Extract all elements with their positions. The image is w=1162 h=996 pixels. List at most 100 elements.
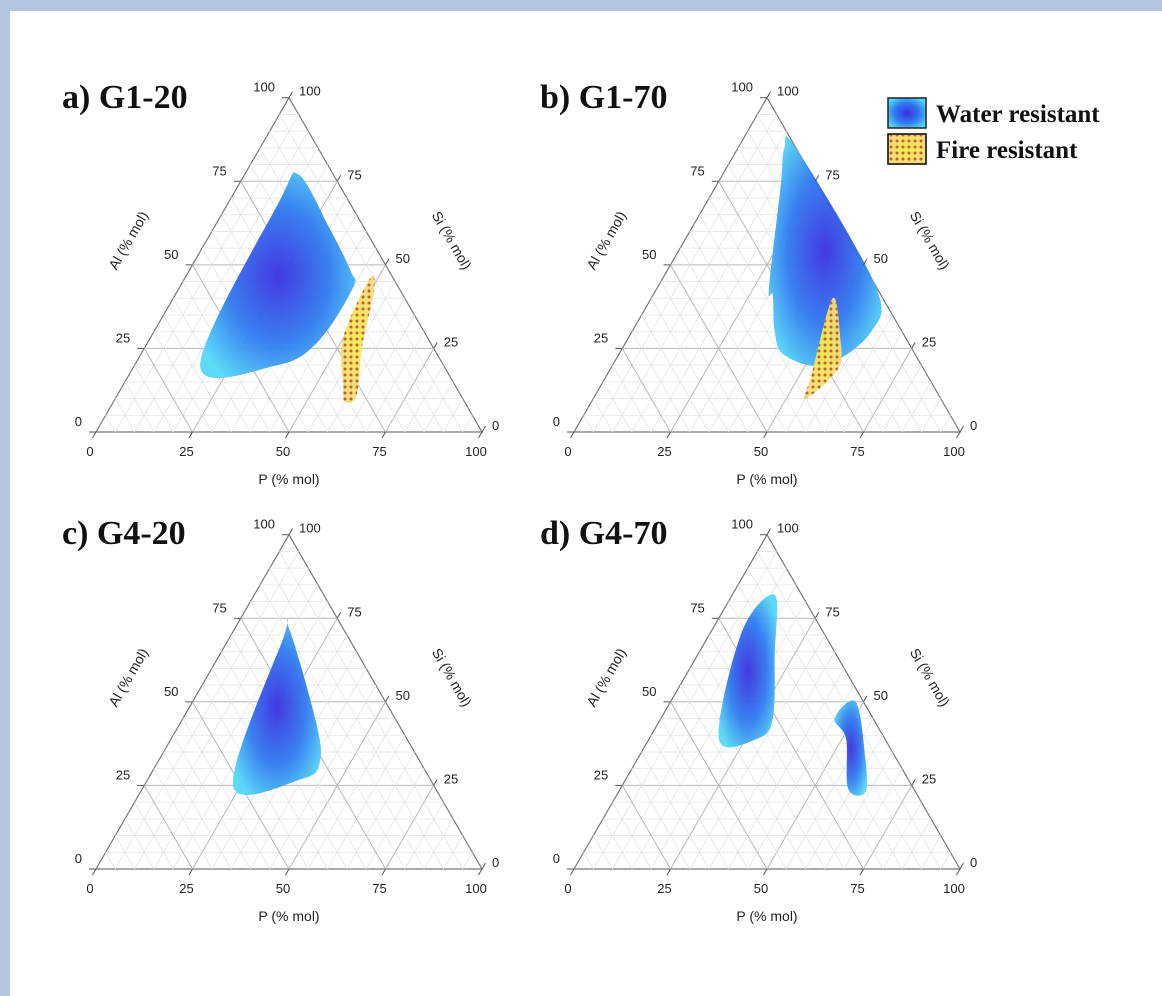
right-tick bbox=[766, 91, 771, 98]
right-tick bbox=[481, 862, 486, 870]
grid-line bbox=[346, 751, 415, 870]
right-tick-label: 50 bbox=[396, 688, 410, 703]
grid-line bbox=[163, 751, 232, 870]
bottom-tick bbox=[763, 431, 768, 439]
left-tick-label: 0 bbox=[75, 414, 82, 429]
grid-line bbox=[689, 668, 806, 870]
left-tick-label: 50 bbox=[164, 684, 178, 699]
grid-line bbox=[134, 364, 174, 433]
right-tick-label: 100 bbox=[777, 84, 799, 99]
bottom-tick bbox=[478, 868, 483, 876]
grid-line bbox=[602, 818, 633, 870]
left-tick-label: 75 bbox=[690, 163, 704, 178]
grid-line bbox=[307, 718, 396, 870]
right-tick bbox=[814, 611, 820, 619]
right-tick-label: 25 bbox=[922, 334, 936, 349]
grid-line bbox=[114, 835, 135, 870]
right-tick-label: 75 bbox=[825, 167, 839, 182]
grid-line bbox=[114, 114, 299, 433]
right-tick-label: 75 bbox=[347, 167, 361, 182]
panel-title: c) G4-20 bbox=[62, 515, 186, 552]
right-tick-label: 0 bbox=[492, 855, 499, 870]
left-tick-label: 50 bbox=[164, 247, 178, 262]
bottom-tick bbox=[666, 431, 671, 439]
bottom-tick-label: 100 bbox=[943, 881, 965, 896]
bottom-axis-title: P (% mol) bbox=[736, 471, 797, 487]
right-tick bbox=[911, 779, 916, 786]
right-tick-label: 50 bbox=[874, 688, 888, 703]
grid-line bbox=[462, 415, 473, 433]
grid-line bbox=[863, 348, 913, 433]
right-axis-title: Si (% mol) bbox=[429, 645, 475, 709]
bottom-tick bbox=[666, 868, 671, 876]
water-resistant-region bbox=[768, 136, 882, 367]
bottom-tick-label: 75 bbox=[850, 881, 864, 896]
bottom-tick-label: 25 bbox=[179, 881, 193, 896]
grid-line bbox=[172, 735, 251, 870]
left-tick-label: 75 bbox=[690, 600, 704, 615]
bottom-tick bbox=[859, 868, 864, 876]
right-tick-label: 75 bbox=[347, 604, 361, 619]
right-tick bbox=[336, 611, 342, 619]
right-tick-label: 0 bbox=[492, 418, 499, 433]
right-axis-title: Si (% mol) bbox=[429, 208, 475, 272]
grid-line bbox=[621, 348, 671, 433]
grid-line bbox=[824, 314, 893, 433]
grid-line bbox=[134, 801, 174, 870]
right-axis-title: Si (% mol) bbox=[907, 208, 953, 272]
right-tick-label: 75 bbox=[825, 604, 839, 619]
left-axis-title: Al (% mol) bbox=[583, 645, 629, 709]
grid-line bbox=[631, 147, 797, 433]
bottom-axis-title: P (% mol) bbox=[258, 471, 319, 487]
right-tick bbox=[288, 528, 293, 535]
right-tick bbox=[863, 258, 868, 266]
left-axis-title: Al (% mol) bbox=[105, 645, 151, 709]
right-tick-label: 0 bbox=[970, 418, 977, 433]
legend-label-fire: Fire resistant bbox=[936, 137, 1078, 164]
bottom-tick bbox=[859, 431, 864, 439]
legend: Water resistant Fire resistant bbox=[887, 97, 1100, 165]
bottom-tick bbox=[478, 431, 483, 439]
water-resistant-region bbox=[718, 594, 778, 748]
grid-line bbox=[670, 264, 768, 433]
bottom-tick bbox=[956, 431, 961, 439]
left-tick-label: 75 bbox=[212, 163, 226, 178]
bottom-tick-label: 75 bbox=[372, 881, 386, 896]
bottom-tick bbox=[92, 431, 97, 439]
grid-line bbox=[385, 785, 435, 870]
left-tick-label: 0 bbox=[553, 414, 560, 429]
right-tick bbox=[481, 425, 486, 433]
right-tick bbox=[911, 342, 916, 349]
bottom-tick bbox=[570, 431, 575, 439]
grid-line bbox=[650, 735, 729, 870]
grid-line bbox=[105, 852, 116, 870]
grid-line bbox=[153, 584, 319, 870]
bottom-tick-label: 0 bbox=[564, 881, 571, 896]
left-tick-label: 0 bbox=[553, 851, 560, 866]
panel-title: d) G4-70 bbox=[540, 515, 668, 552]
right-tick-label: 100 bbox=[299, 84, 321, 99]
right-tick bbox=[336, 174, 342, 182]
bottom-tick-label: 100 bbox=[465, 881, 487, 896]
grid-line bbox=[699, 214, 826, 433]
panel-title: b) G1-70 bbox=[540, 79, 668, 116]
grid-line bbox=[592, 835, 613, 870]
grid-line bbox=[612, 364, 652, 433]
grid-line bbox=[901, 818, 932, 870]
right-tick bbox=[385, 695, 390, 703]
left-tick-label: 0 bbox=[75, 851, 82, 866]
grid-line bbox=[699, 651, 826, 870]
right-axis-title: Si (% mol) bbox=[907, 645, 953, 709]
bottom-tick-label: 50 bbox=[754, 881, 768, 896]
grid-line bbox=[863, 785, 913, 870]
grid-line bbox=[660, 718, 749, 870]
grid-line bbox=[689, 231, 806, 433]
grid-line bbox=[592, 398, 613, 433]
right-tick bbox=[959, 862, 964, 870]
right-tick bbox=[959, 425, 964, 433]
fire-resistant-dots bbox=[803, 297, 842, 399]
